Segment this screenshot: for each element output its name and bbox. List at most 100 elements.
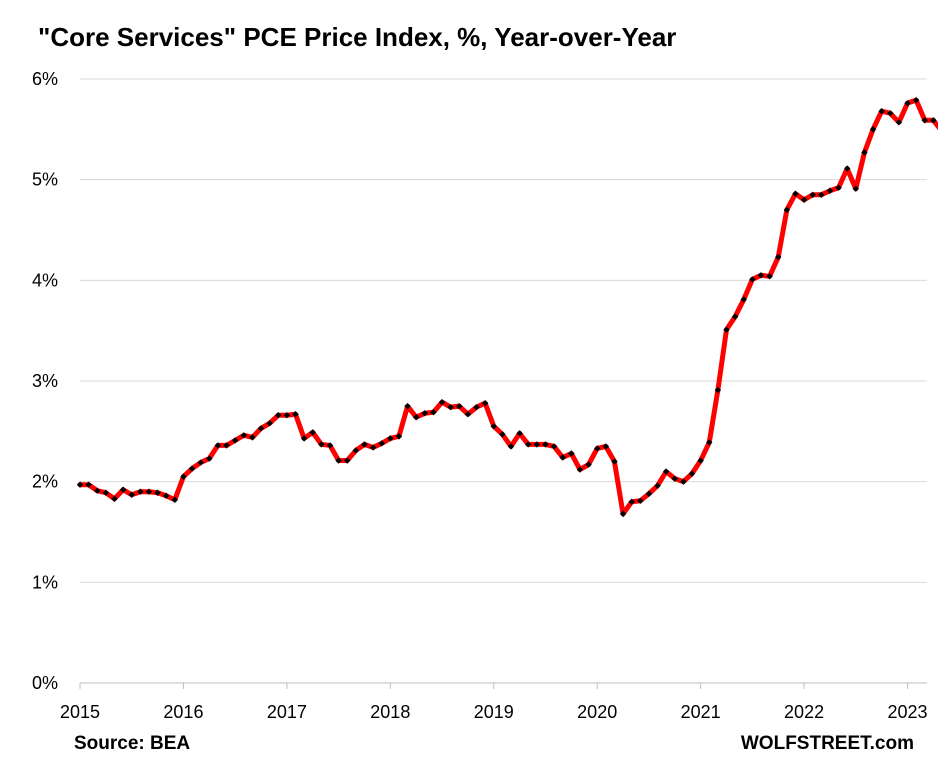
data-point — [843, 165, 851, 172]
data-point — [344, 457, 351, 464]
data-point — [921, 117, 928, 124]
data-point — [102, 489, 110, 496]
y-tick-label: 0% — [32, 673, 58, 693]
data-point — [654, 482, 661, 489]
data-point — [723, 326, 730, 333]
data-point — [749, 276, 756, 283]
data-point — [516, 430, 523, 437]
data-point — [637, 497, 644, 504]
data-point — [283, 412, 291, 419]
data-point — [645, 490, 653, 497]
data-point — [214, 442, 222, 449]
data-point — [76, 481, 84, 488]
x-tick-label: 2021 — [681, 702, 721, 722]
data-point — [809, 191, 816, 198]
data-point — [585, 461, 592, 468]
data-point — [257, 425, 265, 432]
data-point — [671, 475, 678, 482]
axes — [79, 682, 927, 689]
data-point — [757, 272, 765, 279]
x-axis-tick-labels: 2015201620172018201920202021202220232024 — [60, 702, 928, 722]
data-point — [852, 185, 859, 192]
data-point — [740, 296, 747, 303]
data-point — [568, 450, 575, 457]
data-point — [335, 457, 342, 464]
data-point — [576, 466, 584, 473]
data-point — [490, 423, 497, 430]
data-point — [111, 495, 118, 502]
data-point — [137, 488, 144, 495]
data-point — [352, 447, 360, 454]
data-point — [835, 184, 842, 191]
data-point — [783, 206, 791, 214]
data-point — [594, 445, 601, 452]
data-point — [180, 473, 187, 480]
data-point — [550, 443, 558, 450]
data-point — [94, 487, 101, 494]
data-point — [602, 443, 610, 450]
data-point — [481, 399, 489, 407]
data-point — [499, 431, 506, 438]
data-point — [680, 478, 687, 485]
data-point — [421, 410, 428, 417]
data-point — [128, 491, 135, 498]
data-point — [206, 455, 213, 462]
y-tick-label: 6% — [32, 69, 58, 89]
data-point — [326, 442, 334, 449]
x-tick-label: 2022 — [784, 702, 824, 722]
data-point — [878, 108, 885, 115]
data-point — [895, 119, 903, 126]
data-point — [714, 386, 722, 394]
data-point — [266, 420, 273, 427]
x-tick-label: 2018 — [370, 702, 410, 722]
data-point — [163, 492, 170, 499]
data-point — [697, 457, 704, 464]
data-point — [887, 110, 894, 117]
data-point — [619, 510, 627, 518]
data-point — [404, 402, 411, 410]
data-point — [533, 441, 541, 448]
data-point — [800, 196, 808, 203]
data-point — [662, 468, 670, 475]
data-point — [456, 402, 463, 410]
data-point — [706, 439, 713, 446]
data-point — [395, 433, 403, 440]
data-point — [188, 465, 196, 472]
data-point — [869, 126, 877, 133]
data-point — [912, 96, 920, 104]
data-point — [430, 409, 437, 416]
data-point — [525, 441, 532, 448]
data-point — [231, 437, 239, 444]
data-point — [369, 444, 377, 451]
data-point — [154, 489, 161, 496]
data-point — [792, 190, 799, 197]
data-point — [145, 488, 153, 495]
data-point — [464, 411, 472, 418]
series-line — [77, 97, 938, 517]
x-tick-label: 2015 — [60, 702, 100, 722]
y-tick-label: 5% — [32, 170, 58, 190]
data-point — [378, 440, 385, 447]
y-tick-label: 3% — [32, 371, 58, 391]
source-note: Source: BEA — [74, 733, 191, 754]
x-tick-label: 2023 — [887, 702, 927, 722]
data-point — [447, 403, 454, 411]
data-points — [76, 96, 937, 518]
data-point — [387, 435, 394, 442]
data-point — [818, 191, 825, 198]
brand-label: WOLFSTREET.com — [740, 733, 914, 754]
data-point — [197, 459, 204, 466]
data-point — [542, 441, 549, 448]
data-point — [292, 411, 299, 418]
x-tick-label: 2020 — [577, 702, 617, 722]
data-point — [628, 498, 635, 505]
data-point — [119, 486, 127, 493]
data-point — [688, 470, 696, 477]
data-point — [559, 454, 566, 461]
data-point — [775, 253, 782, 261]
y-tick-label: 2% — [32, 472, 58, 492]
data-point — [826, 187, 834, 194]
data-point — [240, 432, 247, 439]
data-point — [766, 273, 773, 280]
data-point — [361, 441, 368, 448]
